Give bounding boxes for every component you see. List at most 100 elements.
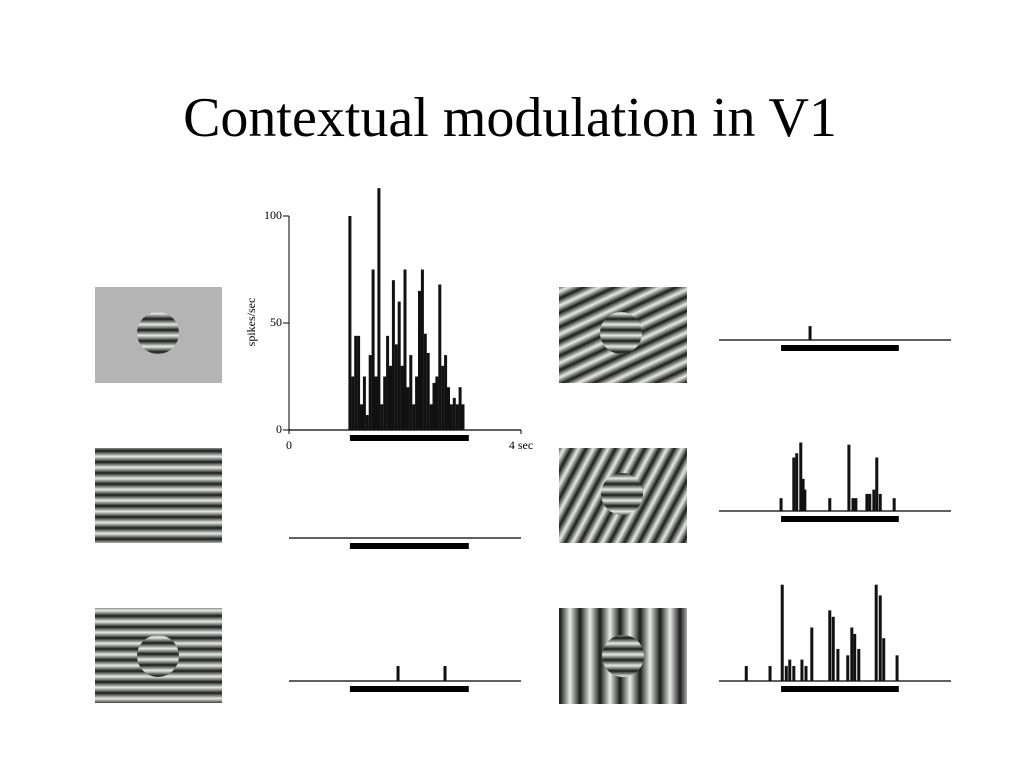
- spike-bar: [882, 638, 886, 681]
- spike-bar: [418, 290, 421, 430]
- spike-bar: [828, 610, 832, 681]
- spike-bar: [441, 365, 445, 430]
- spike-bar: [768, 666, 772, 681]
- spike-bar: [801, 478, 805, 511]
- spike-bar: [426, 352, 430, 430]
- spike-bar: [447, 387, 450, 430]
- spike-bar: [780, 584, 784, 681]
- spike-bar: [362, 376, 366, 430]
- spike-bar: [795, 453, 799, 511]
- spike-bar: [847, 444, 851, 511]
- spike-bar: [458, 387, 462, 430]
- x-tick-label: 0: [286, 438, 292, 452]
- spike-bar: [452, 397, 456, 430]
- spike-bar: [357, 335, 361, 430]
- stimulus-bar: [349, 686, 469, 692]
- spike-bar: [803, 489, 807, 511]
- spike-bar: [857, 648, 861, 681]
- y-tick-label: 50: [270, 315, 282, 329]
- spike-bar: [853, 633, 857, 681]
- stimulus-center: [600, 312, 642, 354]
- spike-bar: [432, 382, 436, 430]
- spike-bar: [371, 269, 375, 430]
- stimulus-center: [602, 635, 644, 677]
- spike-bar: [403, 269, 407, 430]
- spike-bar: [792, 457, 796, 511]
- spike-bar: [423, 333, 427, 430]
- spike-bar: [868, 493, 872, 511]
- spike-bar: [449, 404, 453, 430]
- spike-bar: [800, 659, 804, 681]
- spike-bar: [374, 376, 378, 430]
- spike-bar: [412, 404, 416, 430]
- spike-bar: [892, 498, 896, 511]
- spike-bar: [391, 280, 395, 430]
- spike-bar: [828, 498, 832, 511]
- spike-bar: [351, 376, 355, 430]
- spike-bar: [429, 404, 433, 430]
- spike-bar: [784, 666, 788, 681]
- spike-bar: [409, 355, 413, 430]
- slide-title: Contextual modulation in V1: [183, 87, 837, 149]
- spike-bar: [438, 284, 442, 430]
- spike-bar: [854, 498, 858, 511]
- spike-bar: [895, 655, 899, 681]
- y-tick-label: 100: [264, 208, 282, 222]
- spike-bar: [368, 355, 372, 430]
- spike-bar: [779, 498, 783, 511]
- spike-bar: [394, 344, 398, 430]
- spike-bar: [744, 666, 748, 681]
- spike-bar: [846, 655, 850, 681]
- spike-bar: [875, 457, 879, 511]
- stimuli: [95, 287, 687, 704]
- spike-bar: [360, 404, 363, 430]
- spike-bar: [792, 666, 796, 681]
- spike-bar: [396, 666, 400, 681]
- spike-bar: [461, 404, 465, 430]
- spike-bar: [415, 376, 419, 430]
- spike-bar: [836, 648, 840, 681]
- spike-bar: [389, 365, 392, 430]
- spike-bar: [804, 666, 808, 681]
- stimulus-center: [137, 635, 179, 677]
- spike-bar: [444, 355, 448, 430]
- y-axis-label: spikes/sec: [244, 298, 258, 347]
- spike-bar: [874, 584, 878, 681]
- stimulus-center: [137, 312, 179, 354]
- spike-bar: [443, 666, 447, 681]
- spike-bar: [383, 376, 387, 430]
- y-tick-label: 0: [276, 422, 282, 436]
- stimulus-image: [95, 448, 222, 543]
- spike-bar: [397, 301, 401, 430]
- spike-bar: [810, 627, 814, 681]
- spike-bar: [348, 216, 352, 430]
- stimulus-bar: [781, 686, 899, 692]
- spike-bar: [365, 415, 369, 430]
- spike-bar: [386, 335, 390, 430]
- spike-bar: [354, 335, 358, 430]
- stimulus-bar: [781, 516, 899, 522]
- spike-bar: [850, 627, 854, 681]
- spike-bar: [406, 387, 410, 430]
- spike-bar: [851, 498, 855, 511]
- spike-bar: [788, 659, 792, 681]
- spike-bar: [865, 493, 869, 511]
- spike-bar: [799, 442, 803, 511]
- spike-bar: [878, 595, 882, 681]
- stimulus-center: [601, 473, 643, 515]
- spike-bar: [808, 326, 812, 340]
- spike-bar: [455, 404, 459, 430]
- spike-bar: [435, 376, 439, 430]
- stimulus-bar: [349, 435, 469, 441]
- spike-bar: [872, 489, 876, 511]
- spike-bar: [380, 404, 384, 430]
- spike-bar: [878, 493, 882, 511]
- stimulus-bar: [349, 543, 469, 549]
- x-tick-label: 4 sec: [509, 438, 533, 452]
- spike-bar: [420, 269, 424, 430]
- spike-bar: [377, 188, 381, 430]
- stimulus-bar: [781, 345, 899, 351]
- spike-bar: [400, 365, 404, 430]
- spike-bar: [831, 616, 835, 681]
